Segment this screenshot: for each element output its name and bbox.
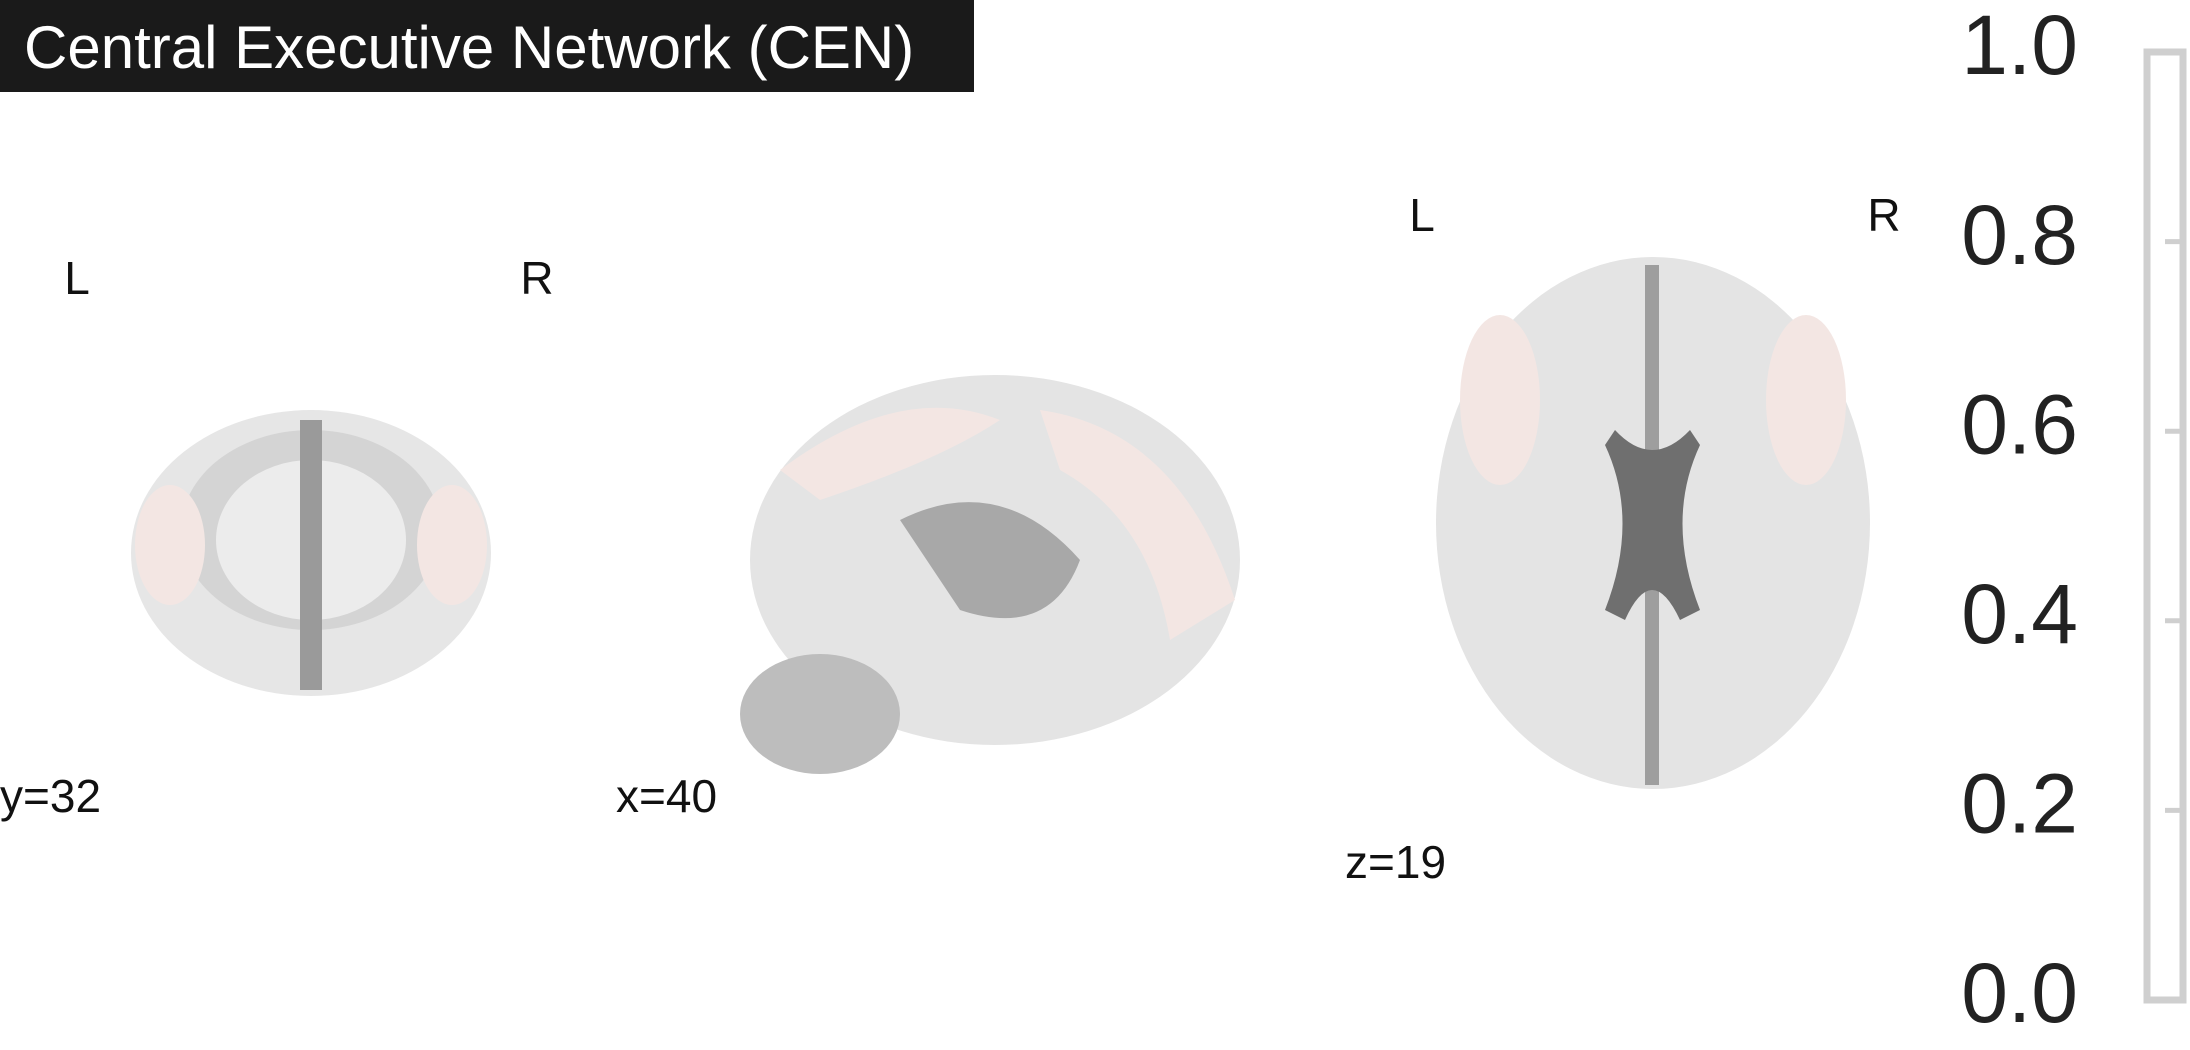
slice-coordinate: y=32 <box>0 770 101 822</box>
coronal-slice <box>131 410 491 696</box>
slice-coordinate: z=19 <box>1345 836 1446 888</box>
orientation-label: L <box>1409 189 1435 241</box>
slice-coordinate: x=40 <box>616 770 717 822</box>
colorbar-tick-label: 1.0 <box>1961 0 2078 92</box>
orientation-label: L <box>64 252 90 304</box>
orientation-label: R <box>520 252 553 304</box>
sagittal-slice <box>740 375 1240 774</box>
title: Central Executive Network (CEN) <box>24 14 914 81</box>
colorbar-tick-label: 0.6 <box>1961 377 2078 471</box>
colorbar-tick-label: 0.0 <box>1961 946 2078 1040</box>
colorbar <box>2143 48 2187 1004</box>
axial-slice <box>1436 257 1870 789</box>
orientation-label: R <box>1867 189 1900 241</box>
colorbar-tick-label: 0.4 <box>1961 567 2078 661</box>
colorbar-tick-label: 0.2 <box>1961 757 2078 851</box>
title-box <box>0 0 974 92</box>
colorbar-tick-label: 0.8 <box>1961 188 2078 282</box>
